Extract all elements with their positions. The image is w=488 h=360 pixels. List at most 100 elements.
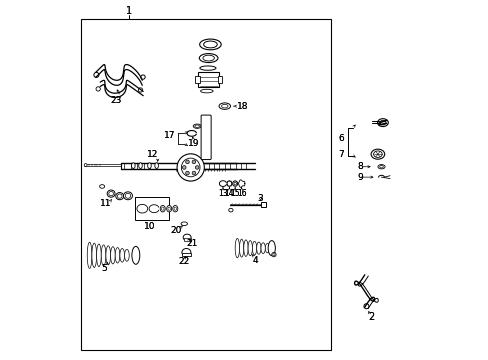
Circle shape (181, 158, 200, 177)
Text: 1: 1 (126, 6, 132, 16)
Ellipse shape (265, 243, 269, 253)
Text: 5: 5 (101, 264, 106, 273)
Bar (198, 72, 219, 87)
Text: 12: 12 (147, 150, 159, 159)
Text: 7: 7 (338, 150, 344, 159)
Bar (260, 202, 265, 207)
Text: 20: 20 (170, 226, 182, 235)
Ellipse shape (272, 253, 274, 256)
Text: 10: 10 (143, 222, 155, 231)
Circle shape (141, 75, 145, 79)
Ellipse shape (203, 41, 217, 48)
Ellipse shape (377, 119, 387, 127)
Text: 10: 10 (143, 222, 155, 231)
Circle shape (195, 166, 199, 169)
Text: 14: 14 (224, 189, 234, 198)
Bar (81, 19, 330, 350)
Circle shape (94, 72, 99, 77)
Ellipse shape (147, 163, 151, 168)
Ellipse shape (161, 207, 163, 210)
Ellipse shape (155, 163, 158, 168)
Text: 8: 8 (356, 162, 362, 171)
Text: 18: 18 (237, 102, 248, 111)
Circle shape (363, 304, 368, 309)
Text: 9: 9 (356, 173, 362, 182)
Ellipse shape (172, 206, 178, 212)
Ellipse shape (235, 238, 239, 258)
Ellipse shape (92, 243, 96, 267)
Text: 19: 19 (187, 139, 199, 148)
Text: 4: 4 (252, 256, 258, 265)
Text: 22: 22 (178, 257, 189, 266)
Text: 12: 12 (147, 150, 159, 159)
Bar (183, 238, 190, 241)
Ellipse shape (267, 240, 275, 256)
Text: 9: 9 (356, 173, 362, 182)
Ellipse shape (233, 182, 236, 185)
Ellipse shape (125, 193, 130, 198)
Ellipse shape (194, 125, 199, 127)
Ellipse shape (160, 206, 165, 212)
Ellipse shape (199, 39, 221, 50)
Text: 17: 17 (164, 131, 175, 140)
Ellipse shape (228, 208, 233, 212)
Bar (135, 197, 169, 220)
Ellipse shape (110, 250, 113, 253)
Text: 11: 11 (100, 199, 111, 208)
Ellipse shape (106, 246, 110, 265)
Ellipse shape (221, 104, 227, 108)
Ellipse shape (244, 240, 247, 256)
Ellipse shape (101, 245, 106, 266)
Text: 23: 23 (110, 95, 122, 104)
Text: 19: 19 (187, 139, 199, 148)
Text: 6: 6 (338, 134, 344, 143)
Text: 21: 21 (186, 239, 198, 248)
Ellipse shape (247, 240, 252, 256)
Ellipse shape (115, 248, 120, 263)
Text: 3: 3 (257, 194, 263, 203)
Text: 21: 21 (186, 239, 198, 248)
Circle shape (192, 171, 195, 175)
Bar (182, 253, 190, 256)
Ellipse shape (166, 206, 171, 212)
Text: 22: 22 (178, 257, 189, 266)
Ellipse shape (256, 242, 261, 254)
Ellipse shape (131, 163, 135, 168)
Ellipse shape (226, 181, 231, 186)
Text: 13: 13 (218, 189, 227, 198)
Text: 2: 2 (368, 312, 374, 322)
Text: 6: 6 (338, 134, 344, 143)
Circle shape (138, 88, 142, 92)
Text: 4: 4 (252, 256, 258, 265)
Bar (195, 76, 199, 83)
Ellipse shape (123, 192, 132, 200)
Ellipse shape (174, 207, 176, 210)
Ellipse shape (239, 239, 244, 257)
Ellipse shape (261, 243, 265, 253)
Ellipse shape (110, 247, 115, 264)
Ellipse shape (200, 66, 216, 70)
Ellipse shape (183, 234, 191, 240)
Ellipse shape (124, 249, 129, 261)
Text: 17: 17 (164, 131, 175, 140)
Text: 23: 23 (110, 95, 122, 104)
Ellipse shape (219, 103, 230, 109)
Text: 16: 16 (236, 189, 246, 198)
Text: 15: 15 (230, 189, 240, 198)
Ellipse shape (199, 54, 218, 63)
Text: 14: 14 (224, 189, 234, 198)
Ellipse shape (108, 192, 113, 196)
Circle shape (192, 160, 195, 164)
Ellipse shape (116, 193, 123, 200)
Ellipse shape (96, 244, 101, 267)
Text: 8: 8 (356, 162, 362, 171)
Circle shape (182, 166, 185, 169)
Text: 2: 2 (368, 312, 374, 322)
Text: 18: 18 (237, 102, 248, 111)
Ellipse shape (200, 89, 213, 93)
Ellipse shape (203, 55, 214, 61)
Ellipse shape (373, 151, 382, 157)
Text: 15: 15 (230, 189, 240, 198)
Ellipse shape (377, 165, 384, 169)
Circle shape (84, 163, 87, 166)
